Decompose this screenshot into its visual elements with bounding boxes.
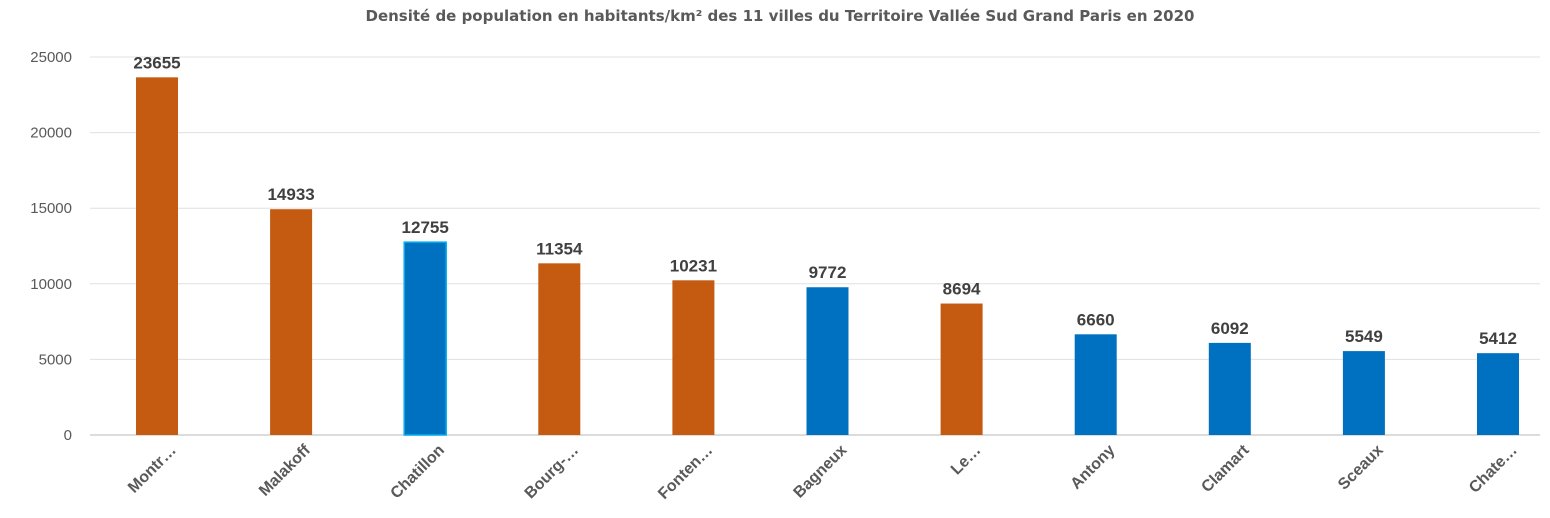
x-tick-label: Chate… (1466, 442, 1521, 497)
bar (403, 241, 447, 436)
data-label: 23655 (133, 53, 180, 72)
data-label: 6660 (1077, 310, 1115, 329)
x-tick-label: Le… (948, 442, 985, 479)
y-tick-label: 0 (64, 427, 72, 444)
bar (1208, 342, 1251, 435)
bar (1074, 334, 1117, 435)
x-tick-label: Antony (1068, 442, 1119, 493)
data-label: 8694 (943, 280, 981, 299)
y-tick-label: 10000 (30, 276, 72, 293)
data-label: 6092 (1211, 319, 1249, 338)
data-label: 12755 (402, 218, 449, 237)
x-tick-label: Chatillon (388, 442, 448, 502)
y-tick-label: 15000 (30, 200, 72, 217)
x-tick-label: Bagneux (791, 442, 851, 502)
bar (672, 280, 715, 435)
x-tick-label: Fonten… (655, 442, 716, 503)
x-tick-label: Clamart (1198, 441, 1253, 496)
bar (538, 263, 581, 435)
bar (136, 77, 178, 436)
y-tick-label: 5000 (39, 351, 72, 368)
data-label: 9772 (809, 263, 847, 282)
data-label: 5412 (1479, 329, 1517, 348)
bar (270, 209, 313, 435)
x-tick-label: Sceaux (1335, 442, 1387, 494)
chart-title: Densité de population en habitants/km² d… (366, 7, 1195, 25)
data-label: 10231 (670, 256, 717, 275)
x-tick-label: Malakoff (256, 441, 314, 499)
bar (806, 287, 849, 435)
bar (1477, 353, 1519, 435)
bar (1342, 351, 1385, 435)
data-label: 5549 (1345, 327, 1383, 346)
data-label: 14933 (267, 185, 314, 204)
x-tick-label: Bourg-… (522, 442, 582, 502)
data-label: 11354 (536, 239, 583, 258)
y-tick-label: 25000 (30, 49, 72, 66)
bar (940, 303, 983, 435)
x-tick-label: Montr… (125, 442, 180, 497)
y-tick-label: 20000 (30, 125, 72, 142)
